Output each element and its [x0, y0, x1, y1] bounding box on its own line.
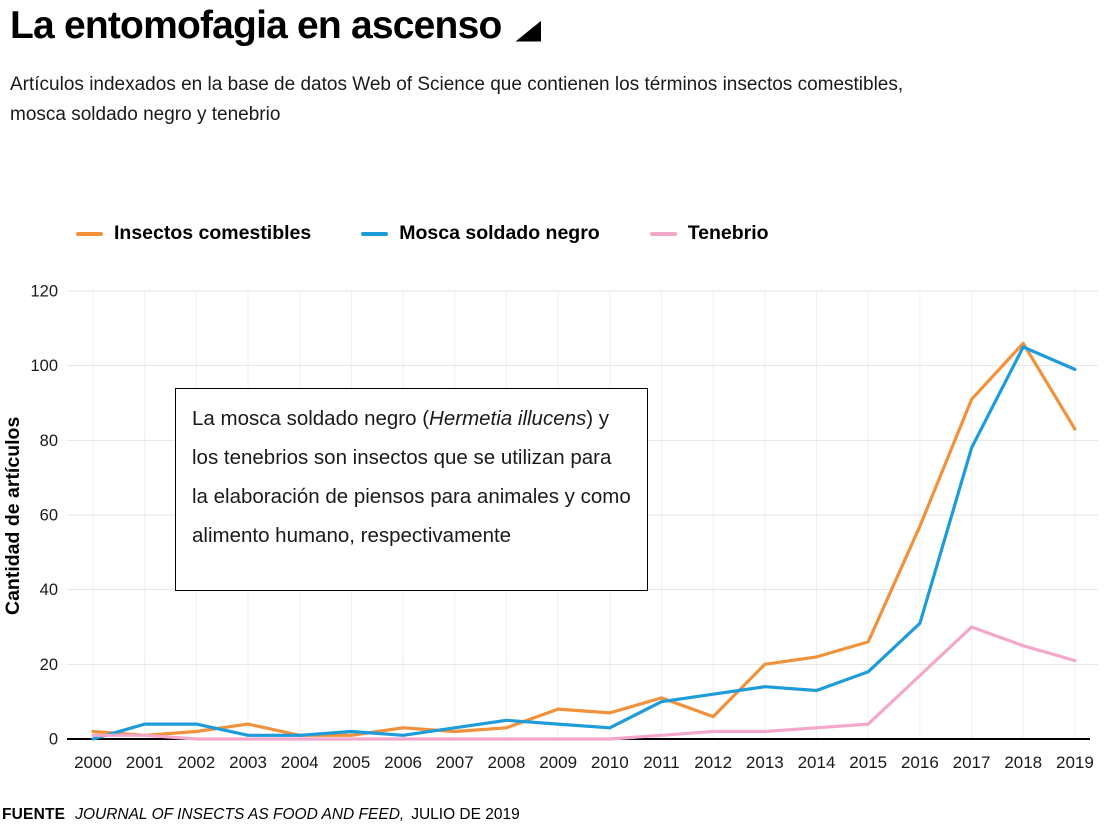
x-tick-label: 2001 — [126, 753, 164, 772]
y-tick-label: 100 — [30, 357, 58, 375]
y-tick-label: 40 — [40, 581, 58, 599]
line-series-tenebrio — [91, 625, 1077, 741]
annotation-box: La mosca soldado negro (Hermetia illucen… — [175, 388, 648, 591]
x-tick-label: 2016 — [901, 753, 939, 772]
x-tick-label: 2004 — [281, 753, 319, 772]
annotation-text: La mosca soldado negro ( — [192, 407, 430, 430]
x-tick-label: 2009 — [539, 753, 577, 772]
x-tick-label: 2018 — [1004, 753, 1042, 772]
y-tick-label: 60 — [40, 507, 58, 525]
y-tick-label: 80 — [40, 432, 58, 450]
y-tick-label: 120 — [30, 283, 58, 301]
x-tick-label: 2014 — [798, 753, 836, 772]
legend-swatch-blue — [361, 231, 389, 236]
x-tick-label: 2005 — [332, 753, 370, 772]
line-series-mosca-soldado-negro — [91, 345, 1077, 741]
x-tick-label: 2010 — [591, 753, 629, 772]
x-tick-label: 2003 — [229, 753, 267, 772]
source-journal: JOURNAL OF INSECTS AS FOOD AND FEED, — [75, 806, 405, 823]
x-tick-label: 2011 — [643, 753, 680, 772]
source-label: FUENTE — [2, 806, 66, 823]
x-tick-label: 2007 — [436, 753, 474, 772]
x-tick-label: 2017 — [953, 753, 991, 772]
x-tick-label: 2000 — [74, 753, 112, 772]
header: La entomofagia en ascenso — [10, 4, 542, 48]
chart-legend: Insectos comestibles Mosca soldado negro… — [76, 222, 819, 245]
x-tick-label: 2006 — [384, 753, 422, 772]
legend-swatch-orange — [76, 231, 103, 236]
x-tick-label: 2012 — [694, 753, 732, 772]
legend-label: Insectos comestibles — [114, 222, 312, 244]
x-tick-label: 2008 — [488, 753, 526, 772]
legend-item-insectos-comestibles: Insectos comestibles — [76, 222, 311, 245]
page-title: La entomofagia en ascenso — [10, 4, 502, 47]
legend-swatch-pink — [649, 231, 677, 236]
source-line: FUENTE JOURNAL OF INSECTS AS FOOD AND FE… — [2, 806, 520, 824]
y-tick-label: 20 — [40, 656, 58, 674]
source-date: JULIO DE 2019 — [411, 806, 520, 823]
x-tick-label: 2002 — [177, 753, 215, 772]
legend-item-tenebrio: Tenebrio — [649, 222, 769, 245]
x-tick-label: 2015 — [849, 753, 887, 772]
y-tick-label: 0 — [49, 731, 58, 749]
x-tick-label: 2013 — [746, 753, 784, 772]
line-series-insectos-comestibles — [91, 341, 1077, 737]
legend-item-mosca-soldado-negro: Mosca soldado negro — [361, 222, 600, 245]
legend-label: Tenebrio — [687, 222, 769, 244]
legend-label: Mosca soldado negro — [399, 222, 600, 244]
annotation-text: ) y los tenebrios son insectos que se ut… — [192, 407, 631, 547]
x-tick-label: 2019 — [1056, 753, 1094, 772]
chart-subtitle: Artículos indexados en la base de datos … — [10, 74, 904, 125]
annotation-species-italic: Hermetia illucens — [429, 407, 587, 430]
